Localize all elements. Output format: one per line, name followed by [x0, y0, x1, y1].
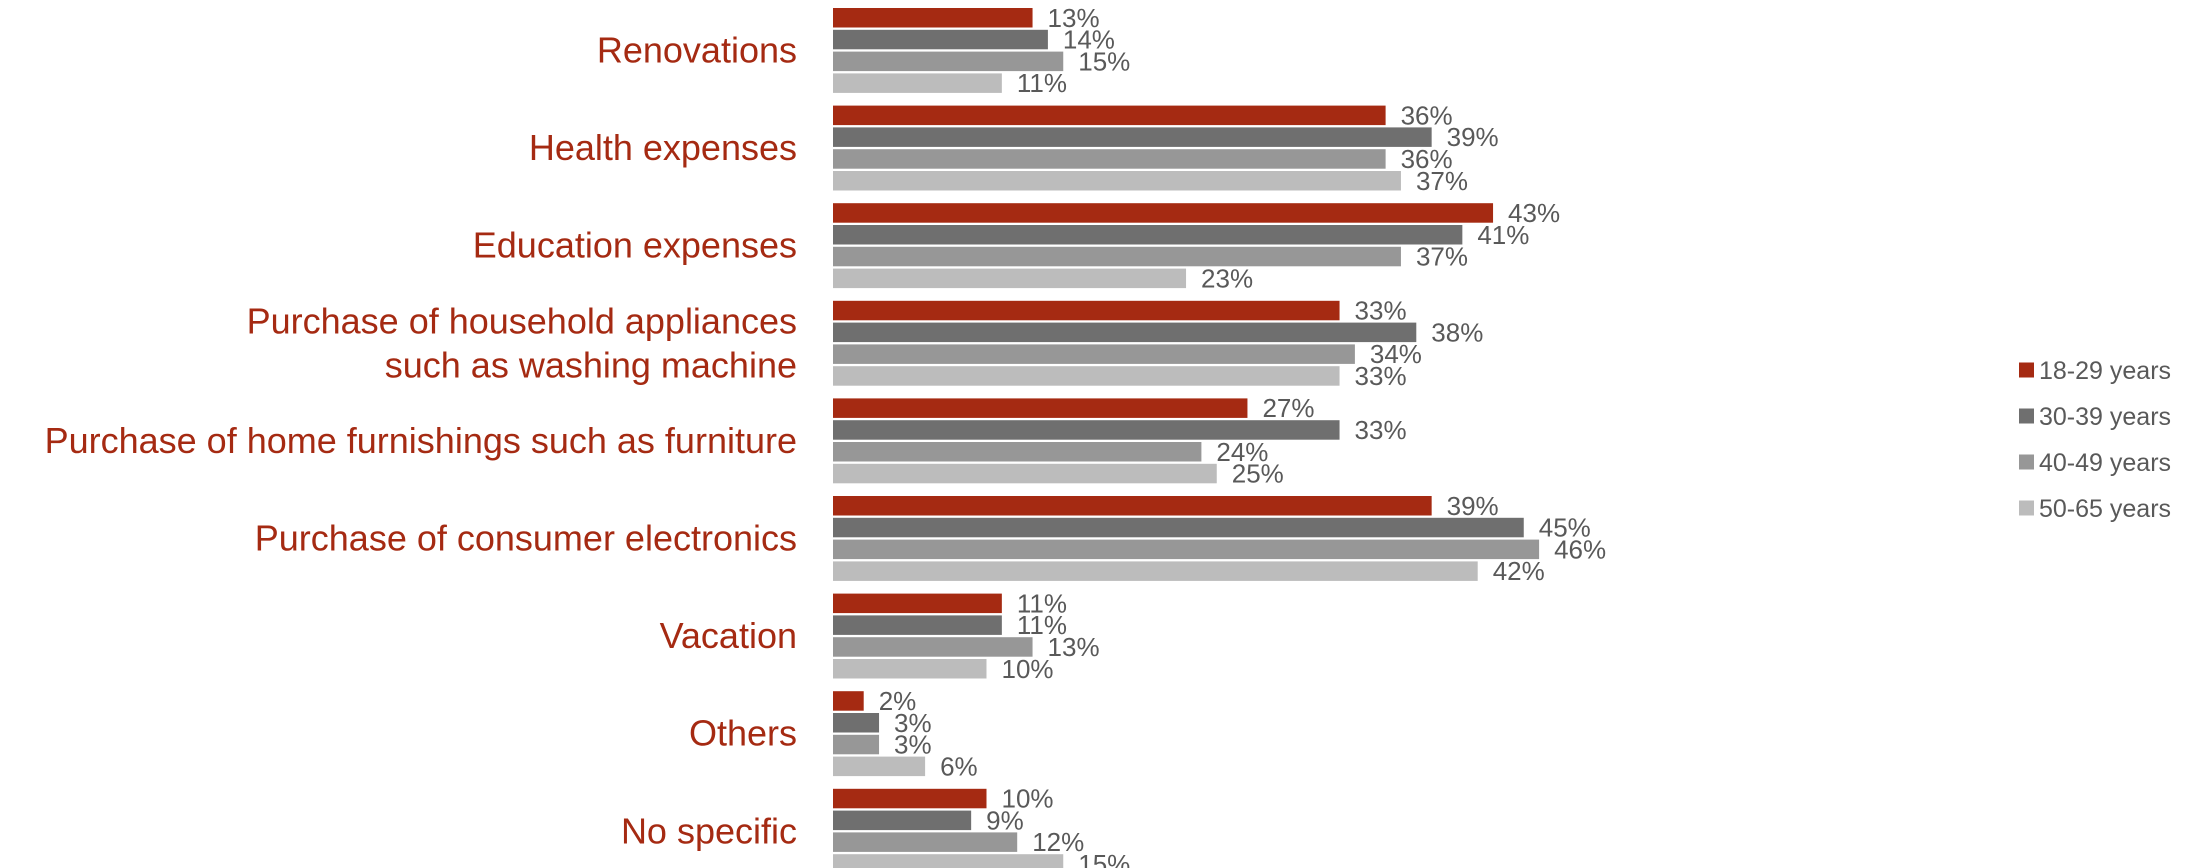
legend-swatch	[2019, 454, 2034, 470]
category-label: Others	[689, 713, 797, 754]
bar	[833, 854, 1064, 868]
bar	[833, 8, 1033, 28]
bar	[833, 659, 987, 679]
legend-label: 50-65 years	[2039, 495, 2171, 523]
bar	[833, 51, 1064, 72]
category-label: Purchase of home furnishings such as fur…	[45, 420, 797, 461]
category-label: Health expenses	[529, 127, 797, 168]
bar	[833, 225, 1463, 245]
legend-label: 40-49 years	[2039, 449, 2171, 477]
data-label: 43%	[1508, 198, 1560, 228]
data-label: 9%	[986, 805, 1024, 835]
data-label: 37%	[1416, 242, 1468, 272]
category-label: Renovations	[597, 29, 797, 70]
data-label: 33%	[1355, 415, 1407, 445]
bar	[833, 593, 1002, 614]
data-label: 10%	[1002, 654, 1054, 684]
data-label: 27%	[1262, 393, 1314, 423]
bar	[833, 517, 1524, 538]
category-label: Purchase of household appliances	[247, 300, 797, 341]
bar	[833, 615, 1002, 635]
data-label: 2%	[879, 686, 917, 716]
legend-swatch	[2019, 408, 2034, 424]
bar	[833, 322, 1417, 343]
bar	[833, 832, 1018, 852]
bars-layer: 13%14%15%11%36%39%36%37%43%41%37%23%33%3…	[833, 3, 1606, 868]
data-label: 33%	[1355, 296, 1407, 326]
category-label: No specific	[621, 810, 797, 851]
data-label: 45%	[1539, 513, 1591, 543]
legend-label: 30-39 years	[2039, 403, 2171, 431]
bar	[833, 366, 1340, 386]
bar	[833, 788, 987, 809]
bar	[833, 203, 1494, 223]
bar	[833, 29, 1048, 50]
bar	[833, 171, 1401, 191]
data-label: 39%	[1447, 491, 1499, 521]
category-labels: Renovations Health expenses Education expe…	[45, 29, 797, 851]
data-label: 38%	[1431, 317, 1483, 347]
category-label: such as washing machine	[385, 344, 797, 385]
data-label: 25%	[1232, 459, 1284, 489]
data-label: 3%	[894, 730, 932, 760]
data-label: 15%	[1078, 849, 1130, 868]
bar	[833, 637, 1033, 657]
bar	[833, 539, 1540, 560]
data-label: 14%	[1063, 25, 1115, 55]
bar	[833, 713, 880, 733]
category-label: Vacation	[660, 615, 797, 656]
bar	[833, 442, 1202, 462]
bar	[833, 398, 1248, 418]
bar	[833, 463, 1217, 484]
data-label: 34%	[1370, 339, 1422, 369]
data-label: 13%	[1048, 632, 1100, 662]
bar	[833, 246, 1401, 267]
bar	[833, 756, 926, 777]
bar	[833, 420, 1340, 440]
legend-label: 18-29 years	[2039, 357, 2171, 385]
data-label: 13%	[1048, 3, 1100, 33]
data-label: 11%	[1017, 588, 1067, 618]
bar	[833, 734, 880, 755]
data-label: 39%	[1447, 122, 1499, 152]
bar	[833, 496, 1432, 516]
bar	[833, 73, 1002, 93]
data-label: 42%	[1493, 556, 1545, 586]
data-label: 37%	[1416, 166, 1468, 196]
data-label: 33%	[1355, 361, 1407, 391]
data-label: 6%	[940, 751, 978, 781]
bar	[833, 268, 1187, 289]
bar	[833, 561, 1478, 581]
data-label: 3%	[894, 708, 932, 738]
data-label: 24%	[1216, 437, 1268, 467]
legend: 18-29 years 30-39 years 40-49 years 50-65 y…	[2019, 357, 2171, 523]
bar	[833, 149, 1386, 169]
data-label: 36%	[1401, 100, 1453, 130]
data-label: 23%	[1201, 263, 1253, 293]
data-label: 11%	[1017, 68, 1067, 98]
bar	[833, 127, 1432, 147]
data-label: 46%	[1554, 534, 1606, 564]
bar	[833, 105, 1386, 126]
category-label: Purchase of consumer electronics	[255, 517, 797, 558]
bar	[833, 810, 972, 831]
data-label: 36%	[1401, 144, 1453, 174]
category-label: Education expenses	[473, 225, 797, 266]
data-label: 11%	[1017, 610, 1067, 640]
legend-swatch	[2019, 362, 2034, 378]
legend-swatch	[2019, 500, 2034, 516]
data-label: 10%	[1002, 784, 1054, 814]
bar	[833, 300, 1340, 321]
bar	[833, 691, 864, 711]
bar	[833, 344, 1355, 364]
data-label: 41%	[1477, 220, 1529, 250]
data-label: 12%	[1032, 827, 1084, 857]
data-label: 15%	[1078, 46, 1130, 76]
